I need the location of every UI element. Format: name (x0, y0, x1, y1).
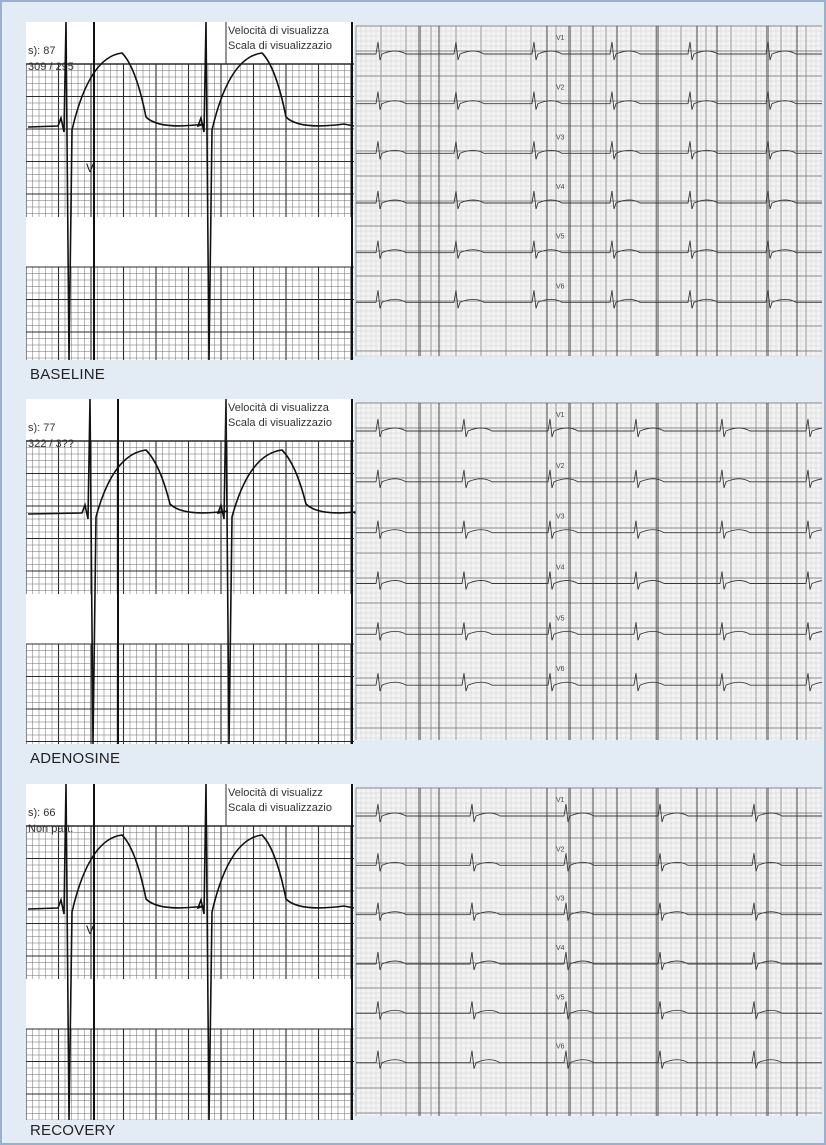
panel-adenosine: s): 77 322 / 3?? Velocità di visualizza … (26, 399, 822, 744)
speed-text: Velocità di visualizz (228, 787, 323, 799)
caption-recovery: RECOVERY (30, 1122, 116, 1139)
panel-baseline: s): 87 309 / 295 Velocità di visualizza … (26, 22, 822, 360)
heart-rate-text: s): 77 (28, 422, 56, 434)
lead-label: V1 (556, 412, 565, 419)
interval-text: 309 / 295 (28, 61, 74, 73)
lead-label: V3 (556, 514, 565, 521)
marker-label: V (86, 161, 94, 175)
lead-label: V4 (556, 565, 565, 572)
panel-recovery: s): 66 Non part. Velocità di visualizz S… (26, 784, 822, 1120)
lead-label: V5 (556, 615, 565, 622)
lead-label: V4 (556, 184, 565, 191)
12-lead-ecg-strip: V1 V2 V3 V4 V5 V6 (355, 787, 822, 1116)
zoomed-ecg-view: s): 77 322 / 3?? Velocità di visualizza … (26, 399, 365, 744)
lead-label: V2 (556, 846, 565, 853)
lead-label: V4 (556, 945, 565, 952)
interval-text: 322 / 3?? (28, 438, 74, 450)
ecg-panel-svg: s): 66 Non part. Velocità di visualizz S… (26, 784, 822, 1120)
lead-label: V1 (556, 797, 565, 804)
lead-label: V5 (556, 234, 565, 241)
ecg-panel-svg: s): 87 309 / 295 Velocità di visualizza … (26, 22, 822, 360)
lead-label: V6 (556, 283, 565, 290)
heart-rate-text: s): 66 (28, 807, 56, 819)
12-lead-ecg-strip: V1 V2 V3 V4 V5 V6 (355, 402, 822, 740)
lead-label: V6 (556, 1044, 565, 1051)
scale-text: Scala di visualizzazio (228, 40, 332, 52)
marker-label: V (86, 923, 94, 937)
zoomed-ecg-view: s): 87 309 / 295 Velocità di visualizza … (26, 22, 355, 360)
lead-label: V1 (556, 35, 565, 42)
scale-text: Scala di visualizzazio (228, 417, 332, 429)
interval-text: Non part. (28, 823, 73, 835)
zoomed-ecg-view: s): 66 Non part. Velocità di visualizz S… (26, 784, 355, 1120)
lead-label: V3 (556, 134, 565, 141)
heart-rate-text: s): 87 (28, 45, 56, 57)
12-lead-ecg-strip: V1 V2 V3 V4 V5 V6 (355, 25, 822, 357)
speed-text: Velocità di visualizza (228, 25, 330, 37)
lead-label: V2 (556, 463, 565, 470)
caption-baseline: BASELINE (30, 366, 105, 383)
lead-label: V2 (556, 85, 565, 92)
lead-label: V6 (556, 666, 565, 673)
ecg-panel-svg: s): 77 322 / 3?? Velocità di visualizza … (26, 399, 822, 744)
lead-label: V5 (556, 994, 565, 1001)
caption-adenosine: ADENOSINE (30, 750, 121, 767)
lead-label: V3 (556, 896, 565, 903)
speed-text: Velocità di visualizza (228, 402, 330, 414)
scale-text: Scala di visualizzazio (228, 802, 332, 814)
